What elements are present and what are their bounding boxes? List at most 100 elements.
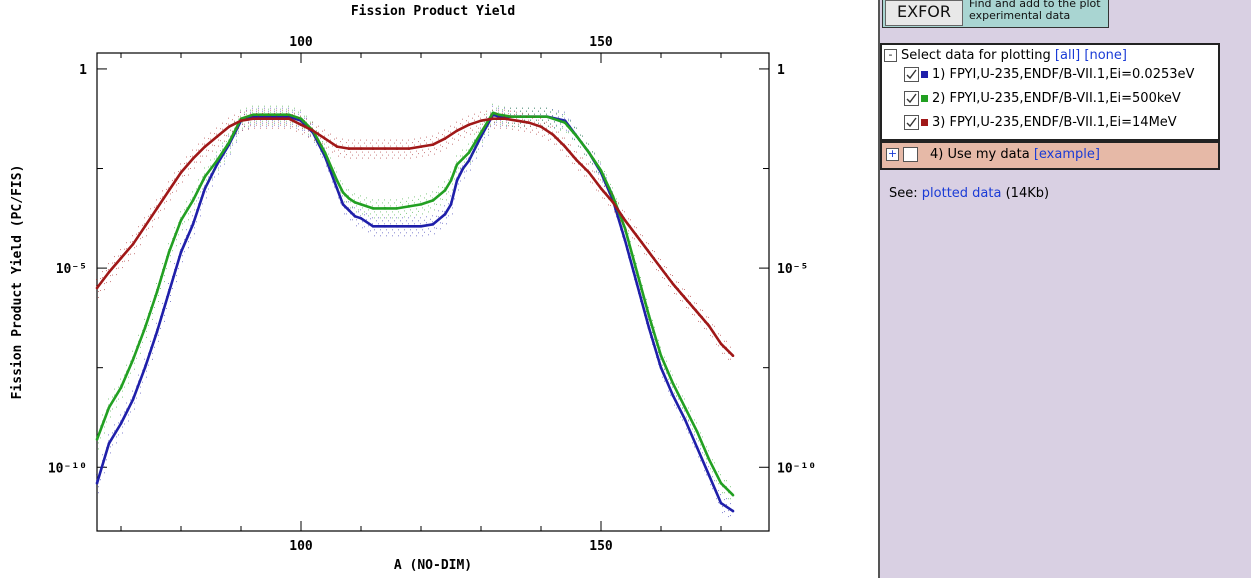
series-1-point-51 <box>683 418 687 421</box>
chart-title: Fission Product Yield <box>351 4 515 19</box>
series-3-point-51 <box>719 342 723 346</box>
series-1-point-10 <box>215 163 219 166</box>
series-2-point-51 <box>683 406 687 409</box>
series-3-point-34 <box>515 119 519 123</box>
series-line-2 <box>95 111 734 497</box>
series-2-point-53 <box>707 458 711 461</box>
series-2-point-33 <box>461 157 465 160</box>
select-data-box: - Select data for plotting [all] [none] 1… <box>880 43 1220 141</box>
series-1-point-53 <box>707 473 711 477</box>
plot-frame <box>96 52 770 532</box>
series-2-point-23 <box>359 203 363 206</box>
series-3-point-12 <box>239 119 243 123</box>
series-3-point-30 <box>467 123 471 126</box>
series-1-point-54 <box>719 501 723 505</box>
series-2-point-32 <box>455 163 459 166</box>
series-2-point-26 <box>395 207 399 210</box>
series-2-point-41 <box>563 121 567 125</box>
series-2-point-54 <box>719 481 723 485</box>
use-my-data-checkbox[interactable] <box>903 147 918 162</box>
series-checkbox-3[interactable] <box>904 115 919 130</box>
series-3-point-9 <box>203 145 207 148</box>
series-label-1: 1) FPYI,U-235,ENDF/B-VII.1,Ei=0.0253eV <box>932 67 1195 82</box>
series-3-point-38 <box>563 145 567 148</box>
side-panel: EXFOR Find and add to the plot experimen… <box>880 0 1251 578</box>
y-tick-label-left-2: 10⁻¹⁰ <box>48 461 87 476</box>
series-1-point-47 <box>635 282 639 286</box>
series-2-point-19 <box>335 179 339 182</box>
series-1-point-8 <box>191 222 195 226</box>
series-item-1: 1) FPYI,U-235,ENDF/B-VII.1,Ei=0.0253eV <box>904 67 1194 82</box>
series-3-point-32 <box>491 117 495 121</box>
series-3-point-8 <box>191 157 195 160</box>
series-2-point-15 <box>287 113 291 117</box>
exfor-button[interactable]: EXFOR <box>885 0 963 26</box>
series-3-point-37 <box>551 133 555 136</box>
series-label-3: 3) FPYI,U-235,ENDF/B-VII.1,Ei=14MeV <box>932 115 1177 130</box>
series-2-point-29 <box>431 199 435 202</box>
series-2-point-50 <box>671 382 675 385</box>
series-3-point-18 <box>323 137 327 140</box>
series-1-point-29 <box>431 222 435 226</box>
series-1-point-20 <box>341 203 345 206</box>
series-3-point-45 <box>647 250 651 254</box>
series-3-point-23 <box>383 147 387 150</box>
series-2-point-9 <box>203 175 207 178</box>
x-tick-label-top-150: 150 <box>589 35 613 50</box>
series-3-point-25 <box>407 147 411 150</box>
select-all-link[interactable]: [all] <box>1054 48 1081 63</box>
series-3-point-3 <box>131 242 135 246</box>
series-3-point-43 <box>623 219 627 222</box>
x-tick-label-bottom-100: 100 <box>289 539 313 554</box>
series-1-point-34 <box>467 159 471 162</box>
left-border <box>0 0 4 578</box>
series-1-point-19 <box>335 187 339 190</box>
series-2-point-37 <box>497 113 501 117</box>
series-2-point-34 <box>467 151 471 154</box>
select-none-link[interactable]: [none] <box>1084 48 1127 63</box>
series-1-point-30 <box>443 213 447 216</box>
series-2-point-49 <box>659 354 663 358</box>
series-2-point-8 <box>191 199 195 202</box>
uncertainty-band-1 <box>96 105 731 518</box>
x-axis-label: A (NO-DIM) <box>394 558 472 573</box>
series-1-point-2 <box>119 422 123 425</box>
use-my-data-box: +4) Use my data [example] <box>880 141 1220 170</box>
expand-toggle[interactable]: + <box>886 147 899 161</box>
series-3-point-21 <box>359 147 363 150</box>
series-1-point-5 <box>155 330 159 334</box>
series-3-point-29 <box>455 129 459 132</box>
series-2-point-18 <box>323 151 327 154</box>
series-2-point-22 <box>353 201 357 204</box>
series-3-point-6 <box>167 189 171 192</box>
series-3-point-31 <box>479 119 483 123</box>
series-2-point-44 <box>599 169 603 172</box>
y-tick-label-right-0: 1 <box>777 63 785 78</box>
series-swatch-2 <box>921 95 928 102</box>
series-checkbox-1[interactable] <box>904 67 919 82</box>
series-2-point-20 <box>341 191 345 194</box>
series-3-point-1 <box>107 270 111 274</box>
series-1-point-52 <box>695 446 699 449</box>
series-1-point-49 <box>659 366 663 369</box>
series-3-point-27 <box>431 143 435 146</box>
collapse-toggle[interactable]: - <box>884 49 897 62</box>
series-1-point-33 <box>461 167 465 170</box>
series-checkbox-2[interactable] <box>904 91 919 106</box>
series-2-point-31 <box>449 179 453 182</box>
series-1-point-26 <box>395 224 399 228</box>
chart-area: Fission Product Yield 100 100 150 150 1 1 10⁻⁵ 1… <box>4 0 878 578</box>
use-my-data-label: 4) Use my data <box>930 147 1030 162</box>
plotted-data-link[interactable]: plotted data <box>921 186 1002 201</box>
series-2-point-47 <box>635 270 639 274</box>
series-1-point-4 <box>143 366 147 369</box>
series-3-point-13 <box>251 117 255 121</box>
x-tick-label-top-100: 100 <box>289 35 313 50</box>
panel-divider <box>878 0 880 578</box>
y-tick-label-right-1: 10⁻⁵ <box>777 262 808 277</box>
file-size: (14Kb) <box>1005 186 1050 201</box>
series-3-point-10 <box>215 135 219 138</box>
series-2-point-7 <box>179 219 183 222</box>
example-link[interactable]: [example] <box>1033 147 1100 162</box>
series-2-point-36 <box>491 111 495 115</box>
